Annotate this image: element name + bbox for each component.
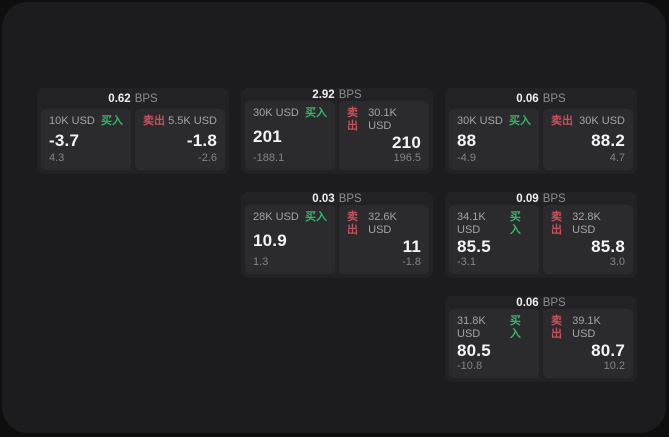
- sell-amount: 32.8K USD: [572, 211, 601, 236]
- buy-panel[interactable]: 10K USD 买入 -3.7 4.3: [41, 109, 131, 170]
- buy-amount: 31.8K USD: [457, 315, 486, 340]
- sell-side-label: 卖出: [347, 107, 358, 132]
- buy-side-label: 买入: [305, 107, 327, 119]
- sell-price: 85.8: [591, 237, 625, 256]
- buy-side-label: 买入: [509, 211, 521, 236]
- sell-amount: 39.1K USD: [572, 315, 601, 340]
- buy-side-label: 买入: [305, 211, 327, 223]
- spread-header: 0.06 BPS: [445, 88, 637, 109]
- buy-change: -10.8: [457, 360, 483, 372]
- spread-header: 0.03 BPS: [241, 192, 433, 205]
- spread-header: 2.92 BPS: [241, 88, 433, 101]
- spread-value: 0.03: [312, 192, 335, 205]
- buy-panel[interactable]: 30K USD 买入 88 -4.9: [449, 109, 539, 170]
- spread-value: 0.06: [516, 92, 539, 105]
- buy-panel[interactable]: 31.8K USD 买入 80.5 -10.8: [449, 309, 539, 378]
- sell-price: 80.7: [591, 341, 625, 360]
- bps-unit-label: BPS: [134, 92, 158, 105]
- sell-price: -1.8: [186, 130, 217, 150]
- sell-change: -2.6: [198, 152, 217, 164]
- bps-unit-label: BPS: [542, 92, 566, 105]
- buy-panel[interactable]: 28K USD 买入 10.9 1.3: [245, 205, 335, 274]
- quotes-panel: 0.62 BPS 10K USD 买入 -3.7 4.3 卖出 5.5K USD: [2, 2, 666, 433]
- buy-amount: 30K USD: [253, 107, 299, 119]
- buy-change: 1.3: [253, 256, 269, 268]
- spread-value: 2.92: [312, 88, 335, 101]
- sell-panel[interactable]: 卖出 30K USD 88.2 4.7: [543, 109, 633, 170]
- buy-price: 80.5: [457, 341, 491, 360]
- quote-card: 0.62 BPS 10K USD 买入 -3.7 4.3 卖出 5.5K USD: [37, 88, 229, 174]
- buy-price: 88: [457, 130, 477, 150]
- sell-panel[interactable]: 卖出 32.6K USD 11 -1.8: [339, 205, 429, 274]
- buy-panel[interactable]: 34.1K USD 买入 85.5 -3.1: [449, 205, 539, 274]
- sell-amount: 32.6K USD: [368, 211, 397, 236]
- buy-change: -3.1: [457, 256, 476, 268]
- quote-card: 0.09 BPS 34.1K USD 买入 85.5 -3.1 卖出 32.8K…: [445, 192, 637, 278]
- sell-amount: 5.5K USD: [168, 115, 217, 127]
- sell-panel[interactable]: 卖出 39.1K USD 80.7 10.2: [543, 309, 633, 378]
- sell-amount: 30K USD: [579, 115, 625, 127]
- sell-price: 88.2: [591, 130, 625, 150]
- sell-side-label: 卖出: [551, 115, 573, 127]
- spread-header: 0.09 BPS: [445, 192, 637, 205]
- quote-card: 0.03 BPS 28K USD 买入 10.9 1.3 卖出 32.6K US…: [241, 192, 433, 278]
- buy-side-label: 买入: [509, 315, 521, 340]
- buy-amount: 34.1K USD: [457, 211, 486, 236]
- spread-value: 0.62: [108, 92, 131, 105]
- sell-side-label: 卖出: [347, 211, 358, 236]
- buy-price: 85.5: [457, 237, 491, 256]
- sell-side-label: 卖出: [551, 315, 562, 340]
- quote-card: 2.92 BPS 30K USD 买入 201 -188.1 卖出 30.1K …: [241, 88, 433, 174]
- bps-unit-label: BPS: [542, 296, 566, 309]
- sell-change: 10.2: [603, 360, 625, 372]
- sell-panel[interactable]: 卖出 5.5K USD -1.8 -2.6: [135, 109, 225, 170]
- sell-amount: 30.1K USD: [368, 107, 397, 132]
- bps-unit-label: BPS: [338, 192, 362, 205]
- quote-card-grid: 0.62 BPS 10K USD 买入 -3.7 4.3 卖出 5.5K USD: [37, 88, 637, 382]
- buy-price: 201: [253, 126, 282, 146]
- quote-card: 0.06 BPS 31.8K USD 买入 80.5 -10.8 卖出 39.1…: [445, 296, 637, 382]
- buy-price: 10.9: [253, 230, 287, 250]
- sell-panel[interactable]: 卖出 30.1K USD 210 196.5: [339, 101, 429, 170]
- sell-panel[interactable]: 卖出 32.8K USD 85.8 3.0: [543, 205, 633, 274]
- sell-price: 210: [392, 133, 421, 152]
- buy-price: -3.7: [49, 130, 80, 150]
- spread-header: 0.62 BPS: [37, 88, 229, 109]
- spread-value: 0.09: [516, 192, 539, 205]
- buy-amount: 30K USD: [457, 115, 503, 127]
- buy-side-label: 买入: [101, 115, 123, 127]
- buy-panel[interactable]: 30K USD 买入 201 -188.1: [245, 101, 335, 170]
- sell-side-label: 卖出: [143, 115, 165, 127]
- sell-change: -1.8: [402, 256, 421, 268]
- sell-side-label: 卖出: [551, 211, 562, 236]
- buy-change: 4.3: [49, 152, 65, 164]
- buy-amount: 10K USD: [49, 115, 95, 127]
- spread-value: 0.06: [516, 296, 539, 309]
- sell-price: 11: [402, 237, 421, 256]
- sell-change: 3.0: [609, 256, 625, 268]
- buy-change: -4.9: [457, 152, 476, 164]
- sell-change: 196.5: [393, 152, 421, 164]
- quote-card: 0.06 BPS 30K USD 买入 88 -4.9 卖出 30K USD: [445, 88, 637, 174]
- bps-unit-label: BPS: [338, 88, 362, 101]
- spread-header: 0.06 BPS: [445, 296, 637, 309]
- buy-side-label: 买入: [509, 115, 531, 127]
- bps-unit-label: BPS: [542, 192, 566, 205]
- sell-change: 4.7: [609, 152, 625, 164]
- buy-change: -188.1: [253, 152, 285, 164]
- buy-amount: 28K USD: [253, 211, 299, 223]
